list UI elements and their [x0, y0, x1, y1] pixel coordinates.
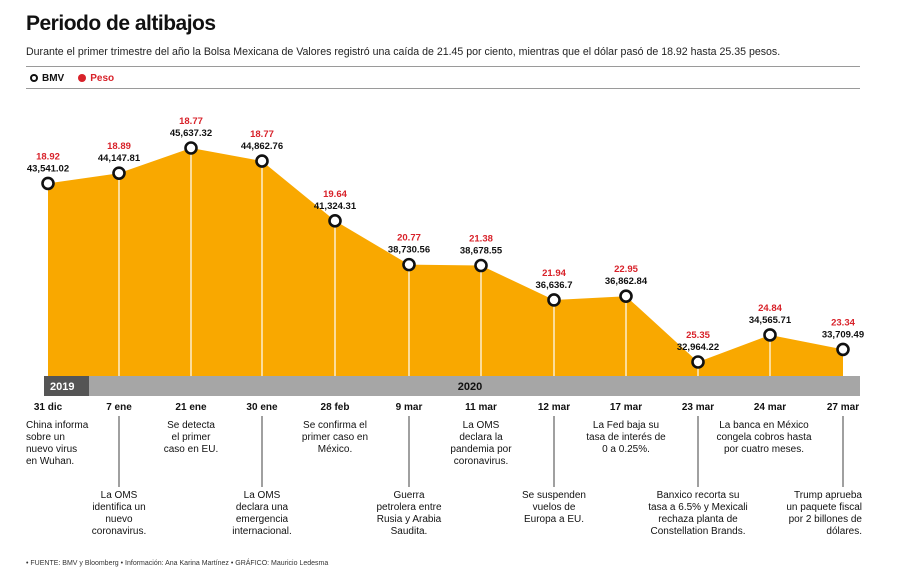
peso-value-label: 25.35: [686, 330, 710, 341]
peso-value-label: 18.77: [250, 129, 274, 140]
peso-legend-label: Peso: [90, 72, 115, 84]
peso-value-label: 18.77: [179, 116, 203, 127]
top-rule: [26, 66, 860, 67]
peso-legend-marker: [78, 74, 87, 82]
bmv-point-marker: [547, 293, 561, 307]
bmv-value-label: 41,324.31: [314, 201, 357, 212]
bmv-value-label: 36,862.84: [605, 276, 648, 287]
date-tick-label: 27 mar: [827, 402, 859, 413]
bmv-value-label: 32,964.22: [677, 342, 719, 353]
bmv-value-label: 33,709.49: [822, 329, 864, 340]
bmv-value-label: 44,147.81: [98, 153, 141, 164]
bmv-point-marker: [836, 342, 850, 357]
event-annotation: La banca en México congela cobros hasta po…: [716, 420, 812, 455]
peso-value-label: 20.77: [397, 233, 421, 244]
date-tick-label: 7 ene: [106, 402, 132, 413]
date-tick-label: 24 mar: [754, 402, 786, 413]
bmv-point-marker: [691, 355, 705, 369]
bmv-value-label: 43,541.02: [27, 163, 69, 174]
event-annotation: Banxico recorta su tasa a 6.5% y Mexicali…: [648, 490, 748, 537]
date-tick-label: 9 mar: [396, 402, 423, 413]
chart-subtitle: Durante el primer trimestre del año la B…: [26, 46, 781, 58]
bmv-point-marker: [41, 176, 55, 191]
bmv-value-label: 38,678.55: [460, 246, 503, 257]
bmv-value-label: 44,862.76: [241, 141, 283, 152]
peso-value-label: 18.89: [107, 141, 131, 152]
bmv-point-marker: [255, 154, 269, 168]
bmv-point-marker: [474, 258, 488, 273]
bmv-point-marker: [619, 289, 633, 303]
event-annotation: Se confirma el primer caso en México.: [302, 420, 368, 455]
event-annotation: Guerra petrolera entre Rusia y Arabia Saudi…: [376, 490, 441, 537]
bmv-point-marker: [763, 328, 777, 342]
peso-value-label: 21.94: [542, 268, 566, 279]
date-tick-label: 11 mar: [465, 402, 497, 413]
bmv-value-label: 36,636.7: [536, 280, 573, 291]
peso-value-label: 24.84: [758, 303, 782, 314]
chart-title: Periodo de altibajos: [26, 12, 216, 35]
bmv-legend-label: BMV: [42, 72, 65, 84]
bmv-point-marker: [402, 257, 416, 272]
bmv-value-label: 45,637.32: [170, 128, 212, 139]
event-annotation: La Fed baja su tasa de interés de 0 a 0.25…: [586, 420, 666, 455]
peso-value-label: 21.38: [469, 234, 493, 245]
legend-rule: [26, 88, 860, 89]
event-annotation: La OMS declara la pandemia por coronavirus.: [450, 420, 512, 467]
bmv-point-marker: [112, 166, 126, 180]
date-tick-label: 30 ene: [246, 402, 278, 413]
year-label-2019: 2019: [50, 381, 74, 393]
bmv-value-label: 38,730.56: [388, 245, 430, 256]
peso-value-label: 18.92: [36, 151, 60, 162]
peso-value-label: 23.34: [831, 317, 855, 328]
event-annotation: China informa sobre un nuevo virus en Wuhan…: [26, 420, 89, 467]
year-bar-2019: [44, 376, 89, 396]
legend: BMV Peso: [30, 71, 114, 85]
date-tick-label: 12 mar: [538, 402, 570, 413]
peso-value-label: 22.95: [614, 264, 638, 275]
event-annotation: La OMS declara una emergencia internacional…: [232, 490, 291, 537]
year-bar-2020: [89, 376, 860, 396]
date-tick-label: 31 dic: [34, 402, 63, 413]
bmv-area: [48, 148, 843, 376]
bmv-value-label: 34,565.71: [749, 315, 792, 326]
event-annotation: La OMS identifica un nuevo coronavirus.: [92, 490, 146, 537]
bmv-legend-marker: [30, 74, 38, 82]
date-tick-label: 23 mar: [682, 402, 714, 413]
date-tick-label: 21 ene: [175, 402, 207, 413]
bmv-point-marker: [184, 141, 198, 155]
bmv-point-marker: [328, 214, 342, 228]
date-tick-label: 17 mar: [610, 402, 642, 413]
event-annotation: Trump aprueba un paquete fiscal por 2 bill…: [786, 490, 862, 537]
peso-value-label: 19.64: [323, 189, 347, 200]
event-annotation: Se suspenden vuelos de Europa a EU.: [522, 490, 586, 525]
event-annotation: Se detecta el primer caso en EU.: [164, 420, 218, 455]
year-label-2020: 2020: [458, 381, 482, 393]
date-tick-label: 28 feb: [321, 402, 350, 413]
source-footer: • FUENTE: BMV y Bloomberg • Información:…: [26, 560, 329, 567]
